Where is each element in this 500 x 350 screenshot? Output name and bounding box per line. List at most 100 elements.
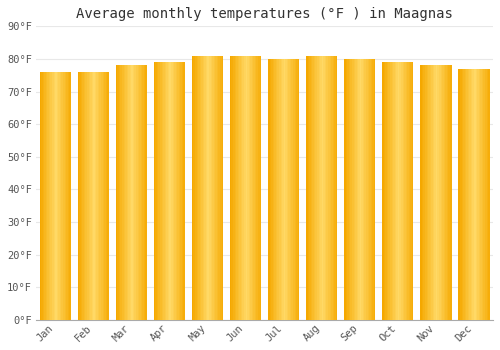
Bar	[58, 72, 60, 320]
Bar	[236, 56, 238, 320]
Bar	[154, 62, 185, 320]
Bar	[84, 72, 86, 320]
Bar	[363, 59, 364, 320]
Bar	[63, 72, 64, 320]
Bar	[90, 72, 92, 320]
Bar	[433, 65, 434, 320]
Bar	[255, 56, 256, 320]
Bar	[40, 72, 71, 320]
Bar	[362, 59, 363, 320]
Bar	[466, 69, 468, 320]
Bar	[248, 56, 250, 320]
Bar	[64, 72, 66, 320]
Bar	[256, 56, 258, 320]
Bar	[95, 72, 96, 320]
Bar	[134, 65, 136, 320]
Bar	[406, 62, 407, 320]
Bar	[132, 65, 133, 320]
Bar	[478, 69, 480, 320]
Bar	[118, 65, 119, 320]
Bar	[270, 59, 271, 320]
Bar	[420, 65, 452, 320]
Bar	[125, 65, 126, 320]
Bar	[163, 62, 164, 320]
Bar	[96, 72, 98, 320]
Bar	[234, 56, 236, 320]
Bar	[154, 62, 156, 320]
Bar	[288, 59, 290, 320]
Bar	[468, 69, 469, 320]
Title: Average monthly temperatures (°F ) in Maagnas: Average monthly temperatures (°F ) in Ma…	[76, 7, 453, 21]
Bar	[182, 62, 184, 320]
Bar	[268, 59, 270, 320]
Bar	[200, 56, 201, 320]
Bar	[440, 65, 442, 320]
Bar	[480, 69, 482, 320]
Bar	[434, 65, 436, 320]
Bar	[290, 59, 292, 320]
Bar	[476, 69, 477, 320]
Bar	[46, 72, 48, 320]
Bar	[158, 62, 160, 320]
Bar	[78, 72, 79, 320]
Bar	[66, 72, 68, 320]
Bar	[177, 62, 179, 320]
Bar	[258, 56, 260, 320]
Bar	[328, 56, 330, 320]
Bar	[368, 59, 369, 320]
Bar	[241, 56, 242, 320]
Bar	[52, 72, 54, 320]
Bar	[102, 72, 104, 320]
Bar	[325, 56, 326, 320]
Bar	[104, 72, 106, 320]
Bar	[462, 69, 463, 320]
Bar	[260, 56, 261, 320]
Bar	[48, 72, 49, 320]
Bar	[192, 56, 223, 320]
Bar	[396, 62, 398, 320]
Bar	[458, 69, 490, 320]
Bar	[354, 59, 355, 320]
Bar	[247, 56, 248, 320]
Bar	[210, 56, 212, 320]
Bar	[344, 59, 346, 320]
Bar	[126, 65, 128, 320]
Bar	[208, 56, 209, 320]
Bar	[412, 62, 414, 320]
Bar	[54, 72, 55, 320]
Bar	[142, 65, 144, 320]
Bar	[474, 69, 476, 320]
Bar	[292, 59, 293, 320]
Bar	[382, 62, 384, 320]
Bar	[49, 72, 50, 320]
Bar	[268, 59, 299, 320]
Bar	[285, 59, 286, 320]
Bar	[432, 65, 433, 320]
Bar	[119, 65, 120, 320]
Bar	[170, 62, 171, 320]
Bar	[311, 56, 312, 320]
Bar	[477, 69, 478, 320]
Bar	[217, 56, 218, 320]
Bar	[360, 59, 362, 320]
Bar	[404, 62, 406, 320]
Bar	[424, 65, 425, 320]
Bar	[60, 72, 62, 320]
Bar	[309, 56, 311, 320]
Bar	[280, 59, 282, 320]
Bar	[140, 65, 142, 320]
Bar	[317, 56, 318, 320]
Bar	[160, 62, 162, 320]
Bar	[44, 72, 46, 320]
Bar	[82, 72, 84, 320]
Bar	[298, 59, 299, 320]
Bar	[56, 72, 58, 320]
Bar	[116, 65, 117, 320]
Bar	[336, 56, 338, 320]
Bar	[138, 65, 139, 320]
Bar	[40, 72, 41, 320]
Bar	[470, 69, 471, 320]
Bar	[254, 56, 255, 320]
Bar	[308, 56, 309, 320]
Bar	[382, 62, 414, 320]
